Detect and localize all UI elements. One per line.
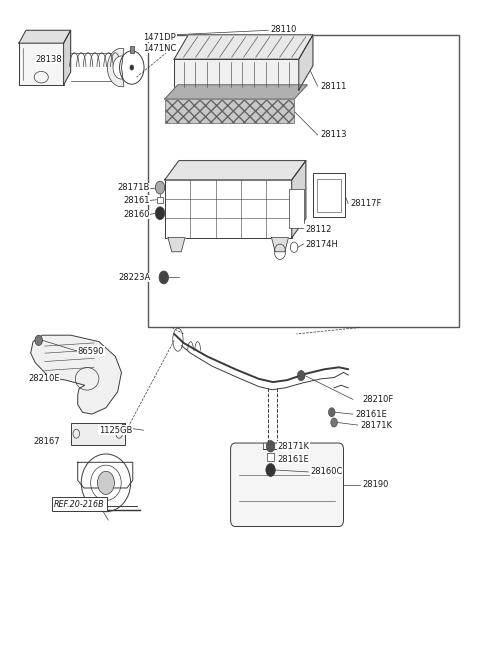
Bar [267,453,275,461]
Circle shape [328,407,335,417]
Circle shape [156,181,165,194]
Text: 28110: 28110 [271,24,297,33]
Polygon shape [19,30,71,43]
Polygon shape [272,238,288,252]
Text: 28138: 28138 [36,54,62,64]
Circle shape [266,464,275,476]
Text: 28171K: 28171K [277,441,310,451]
Text: 28171K: 28171K [360,421,392,430]
Polygon shape [168,238,185,252]
Bar [148,35,459,328]
Text: 28161E: 28161E [355,409,387,419]
Bar [289,189,303,228]
Bar [130,46,134,54]
Circle shape [298,371,305,381]
Text: 1125GB: 1125GB [99,426,132,435]
FancyBboxPatch shape [230,443,344,527]
Circle shape [156,207,165,219]
Polygon shape [63,30,71,85]
Text: 1471NC: 1471NC [144,44,177,53]
Text: 28161E: 28161E [277,455,310,464]
Circle shape [97,472,114,495]
Text: 28160: 28160 [123,210,150,219]
Polygon shape [165,85,307,99]
FancyBboxPatch shape [19,43,63,85]
Wedge shape [108,48,124,86]
Text: 28210F: 28210F [362,395,394,404]
Bar [122,422,125,433]
Bar [317,179,341,212]
Bar [165,99,294,123]
Text: 28117F: 28117F [350,199,382,208]
Circle shape [266,440,275,452]
Text: 28111: 28111 [320,82,347,90]
Bar [313,174,345,217]
Polygon shape [31,335,121,414]
Text: 28171B: 28171B [117,183,150,192]
Bar [174,59,299,90]
Polygon shape [165,160,306,180]
Text: 28223A: 28223A [119,273,151,282]
Text: 28160C: 28160C [311,468,343,476]
Text: 28210E: 28210E [28,375,60,383]
Text: 28190: 28190 [362,480,389,489]
Circle shape [159,271,168,284]
Polygon shape [174,35,313,59]
Text: 28112: 28112 [305,225,331,234]
Circle shape [331,418,337,427]
Text: 28167: 28167 [34,437,60,445]
Text: 28113: 28113 [320,130,347,140]
Text: 86590: 86590 [78,346,104,356]
Text: 1471DP: 1471DP [144,33,176,42]
Text: REF.20-216B: REF.20-216B [54,500,105,508]
Text: 28174H: 28174H [305,240,338,248]
Text: 28161: 28161 [123,196,150,205]
Polygon shape [299,35,313,90]
Circle shape [35,335,42,345]
Bar [157,196,163,203]
Polygon shape [292,160,306,238]
Bar [165,180,292,238]
Circle shape [130,65,134,70]
Wedge shape [113,56,123,79]
Bar [71,422,125,445]
